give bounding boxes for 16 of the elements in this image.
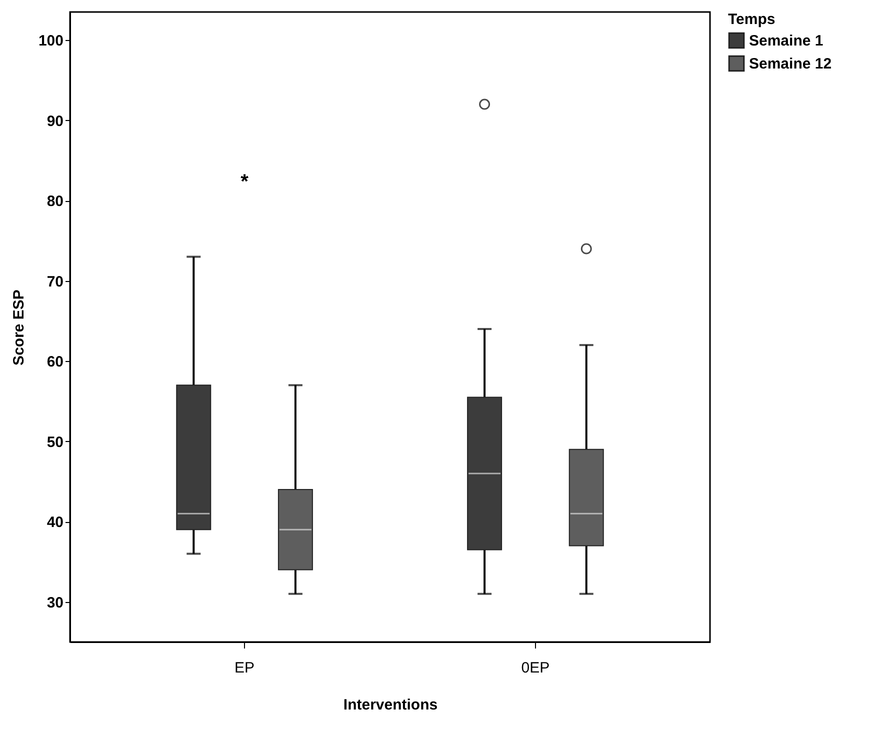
- y-tick-label: 100: [38, 32, 64, 50]
- x-axis-title: Interventions: [343, 696, 438, 714]
- legend-label: Semaine 12: [749, 56, 832, 72]
- y-axis-title: Score ESP: [10, 290, 28, 366]
- y-tick-label: 40: [46, 514, 64, 532]
- annotation: *: [240, 171, 249, 193]
- y-tick-label: 90: [46, 112, 64, 130]
- x-tick-label: 0EP: [521, 660, 550, 676]
- y-tick-label: 50: [46, 434, 64, 451]
- legend-title: Temps: [728, 11, 776, 28]
- x-tick-label: EP: [234, 660, 255, 676]
- y-tick-label: 60: [46, 354, 64, 371]
- y-tick-label: 80: [46, 193, 64, 210]
- y-tick-label: 70: [46, 273, 64, 290]
- legend-label: Semaine 1: [749, 32, 824, 50]
- y-tick-label: 30: [46, 594, 64, 612]
